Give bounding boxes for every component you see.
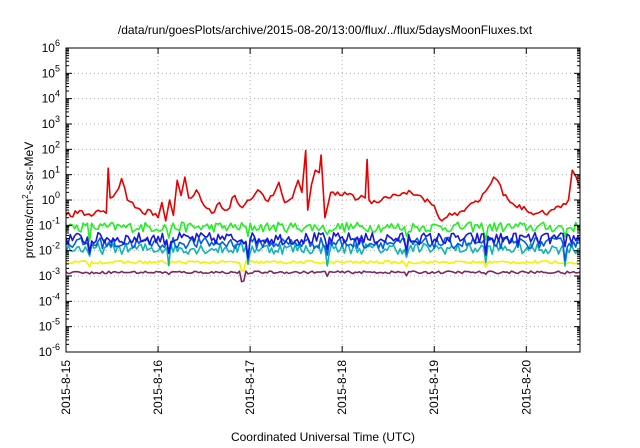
y-tick-label: 10-6 xyxy=(39,342,60,359)
y-tick-label: 102 xyxy=(42,139,60,156)
x-tick-label: 2015-8-19 xyxy=(427,360,441,415)
x-tick-label: 2015-8-15 xyxy=(59,360,73,415)
y-axis-label: protons/cm2-s-sr-MeV xyxy=(21,142,36,258)
y-tick-label: 10-5 xyxy=(39,317,60,334)
x-tick-labels: 2015-8-15 2015-8-16 2015-8-17 2015-8-18 2015… xyxy=(59,360,533,415)
x-axis-label: Coordinated Universal Time (UTC) xyxy=(231,430,415,444)
chart-title: /data/run/goesPlots/archive/2015-08-20/1… xyxy=(118,23,533,37)
y-axis-label-sup: 2 xyxy=(21,194,30,199)
x-tick-label: 2015-8-16 xyxy=(151,360,165,415)
series-line-1 xyxy=(66,149,580,222)
y-tick-label: 103 xyxy=(42,114,60,131)
y-tick-label: 10-3 xyxy=(39,266,60,283)
y-tick-label: 105 xyxy=(42,63,60,80)
series-line-5 xyxy=(66,236,580,262)
x-tick-label: 2015-8-17 xyxy=(243,360,257,415)
grid-lines xyxy=(66,48,580,352)
y-tick-label: 104 xyxy=(42,89,60,106)
series-line-2 xyxy=(66,221,580,242)
y-tick-label: 10-4 xyxy=(39,291,60,308)
x-tick-label: 2015-8-18 xyxy=(335,360,349,415)
series-line-6 xyxy=(66,259,580,272)
data-series xyxy=(66,149,580,283)
series-line-7 xyxy=(66,270,580,283)
y-tick-labels: 10-6 10-5 10-4 10-3 10-2 10-1 100 101 102 103 104 1… xyxy=(39,38,60,359)
series-line-3 xyxy=(66,231,580,259)
y-tick-label: 10-2 xyxy=(39,241,60,258)
y-tick-label: 101 xyxy=(42,165,60,182)
y-axis-label-pre: protons/cm xyxy=(22,199,36,258)
y-axis-label-post: -s-sr-MeV xyxy=(22,142,36,195)
y-tick-label: 10-1 xyxy=(39,215,60,232)
axis-ticks xyxy=(65,47,580,353)
y-tick-label: 106 xyxy=(42,38,60,55)
x-tick-label: 2015-8-20 xyxy=(519,360,533,415)
y-tick-label: 100 xyxy=(42,190,60,207)
